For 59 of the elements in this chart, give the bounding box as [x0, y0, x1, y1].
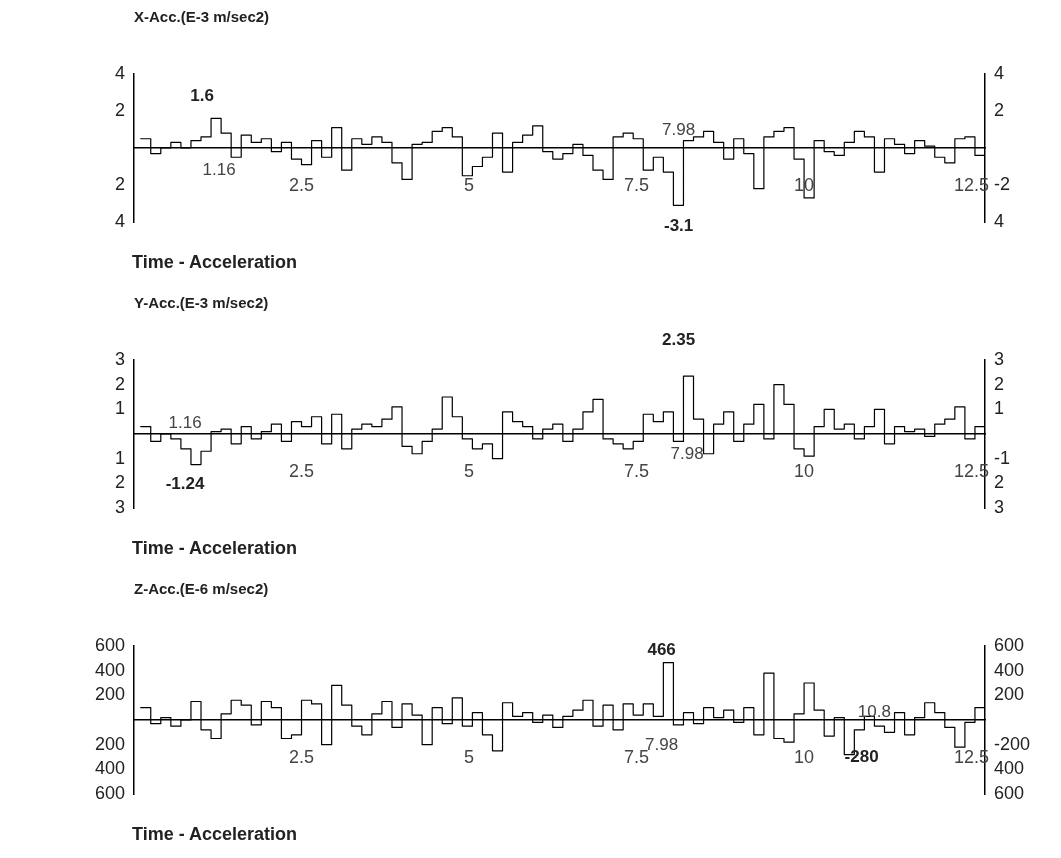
y2-tick-label: 1 — [994, 398, 1005, 419]
y-tick-label: 3 — [114, 496, 125, 517]
annotation: 10.8 — [857, 702, 891, 722]
y-tick-label: 400 — [94, 758, 125, 779]
y-tick-label: 400 — [94, 659, 125, 680]
y-tick-label: 4 — [114, 62, 125, 83]
x-tick-label: 5 — [464, 460, 475, 481]
y2-tick-label: 400 — [994, 758, 1025, 779]
y-tick-label: 600 — [94, 634, 125, 655]
annotation: 1.16 — [168, 413, 202, 433]
y2-tick-label: 4 — [994, 210, 1005, 231]
y-tick-label: 1 — [114, 447, 125, 468]
y2-tick-label: 2 — [994, 99, 1005, 120]
y-tick-label: 2 — [114, 99, 125, 120]
annotation: -3.1 — [663, 216, 694, 236]
x-axis-title: Time - Acceleration — [132, 252, 298, 273]
x-axis-title: Time - Acceleration — [132, 538, 298, 559]
chart-title: Z-Acc.(E-6 m/sec2) — [134, 580, 269, 597]
y2-tick-label: 600 — [994, 634, 1025, 655]
x-tick-label: 7.5 — [624, 174, 650, 195]
x-tick-label: 5 — [464, 746, 475, 767]
y2-tick-label: 2 — [994, 472, 1005, 493]
y-tick-label: 1 — [114, 398, 125, 419]
x-tick-label: 7.5 — [624, 460, 650, 481]
x-tick-label: 2.5 — [289, 174, 315, 195]
y2-tick-label: 4 — [994, 62, 1005, 83]
x-tick-label: 2.5 — [289, 746, 315, 767]
y-tick-label: 200 — [94, 684, 125, 705]
chart-title: Y-Acc.(E-3 m/sec2) — [134, 294, 269, 311]
x-tick-label: 5 — [464, 174, 475, 195]
y-tick-label: 3 — [114, 348, 125, 369]
y2-tick-label: 2 — [994, 373, 1005, 394]
y-tick-label: 2 — [114, 373, 125, 394]
y-tick-label: 600 — [94, 782, 125, 803]
annotation: 466 — [647, 640, 676, 660]
y2-tick-label: 600 — [994, 782, 1025, 803]
y-tick-label: 200 — [94, 733, 125, 754]
y2-tick-label: 400 — [994, 659, 1025, 680]
y2-tick-label: 3 — [994, 348, 1005, 369]
annotation: -280 — [844, 746, 879, 766]
y-tick-label: 2 — [114, 173, 125, 194]
y-tick-label: 4 — [114, 210, 125, 231]
annotation: 1.16 — [202, 159, 236, 179]
y2-tick-label: -2 — [994, 173, 1011, 194]
annotation: 7.98 — [662, 119, 696, 139]
y-tick-label: 2 — [114, 472, 125, 493]
y2-tick-label: -200 — [994, 733, 1031, 754]
x-tick-label: 10 — [794, 746, 815, 767]
y2-tick-label: 3 — [994, 496, 1005, 517]
x-axis-title: Time - Acceleration — [132, 824, 298, 845]
chart-title: X-Acc.(E-3 m/sec2) — [134, 8, 270, 25]
annotation: 1.6 — [190, 85, 214, 105]
annotation: 7.98 — [670, 444, 704, 464]
y2-tick-label: 200 — [994, 684, 1025, 705]
text: 2.35 — [662, 330, 696, 350]
y2-tick-label: -1 — [994, 447, 1011, 468]
x-tick-label: 10 — [794, 460, 815, 481]
annotation: -1.24 — [165, 474, 205, 494]
x-tick-label: 2.5 — [289, 460, 315, 481]
